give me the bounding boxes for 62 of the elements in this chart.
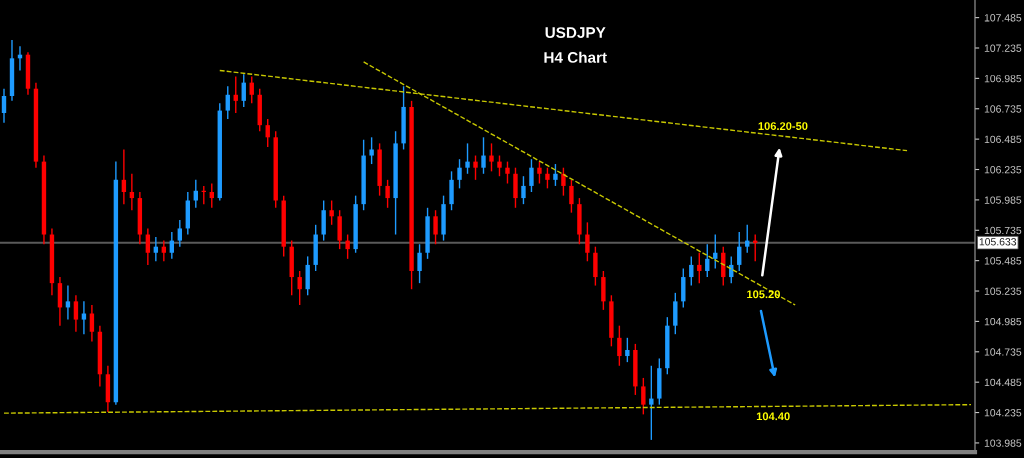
candlestick [585,221,590,262]
candlestick [169,231,175,260]
candlestick [1,88,7,124]
y-tick-label: 106.735 [984,105,1022,113]
candlestick [641,377,646,416]
text: H4 Chart [544,51,607,63]
y-tick-label: 103.985 [984,439,1022,447]
candlestick [473,154,478,181]
candlestick [433,209,438,245]
candlestick [705,243,710,278]
candlestick [121,148,127,205]
candlestick [689,255,694,287]
candlestick [649,365,654,441]
candlestick [241,73,246,108]
candlestick [73,294,79,333]
candlestick [249,75,254,104]
y-tick-label: 104.485 [984,378,1022,387]
y-tick-label: 107.235 [984,44,1022,52]
annotation: 105.20 [747,290,780,299]
candlestick [569,179,574,214]
candlestick [369,136,374,165]
candlestick [481,136,486,175]
candlestick [265,118,270,148]
candlestick [89,304,95,343]
candlestick [417,243,422,284]
candlestick [521,175,526,205]
candlestick [465,142,470,175]
candlestick [177,219,183,248]
candlestick [457,158,462,190]
candlestick [497,154,502,177]
y-tick-label: 105.485 [984,257,1022,265]
candlestick [225,85,230,120]
y-tick-label: 106.985 [984,74,1022,83]
candlestick [617,324,622,367]
y-tick-label: 104.735 [984,348,1022,356]
annotation: 104.40 [756,412,790,421]
candlestick [193,179,198,209]
y-tick-label: 107.485 [984,14,1022,22]
y-tick-label: 105.235 [984,287,1022,295]
candlestick [537,160,542,185]
annotation: 106.20-50 [758,122,808,131]
candlestick [561,166,566,197]
y-tick-label: 104.985 [984,317,1022,326]
candlestick [625,337,630,363]
candlestick [505,160,510,185]
candlestick [489,142,494,173]
candlestick [345,233,350,260]
y-tick-label: 106.235 [984,166,1022,174]
ref-line-label: 105.633 [979,238,1017,246]
candlestick [329,199,334,226]
candlestick [553,163,558,187]
y-tick-label: 106.485 [984,135,1022,144]
candlestick [529,158,534,193]
candlestick [145,227,151,266]
candlestick [297,270,302,306]
y-tick-label: 105.735 [984,226,1022,235]
y-tick-label: 105.985 [984,196,1022,204]
candlestick [545,166,550,190]
candlestick [385,179,390,209]
y-tick-label: 104.235 [984,409,1022,417]
text: USDJPY [545,27,606,38]
candlestick [737,231,742,272]
